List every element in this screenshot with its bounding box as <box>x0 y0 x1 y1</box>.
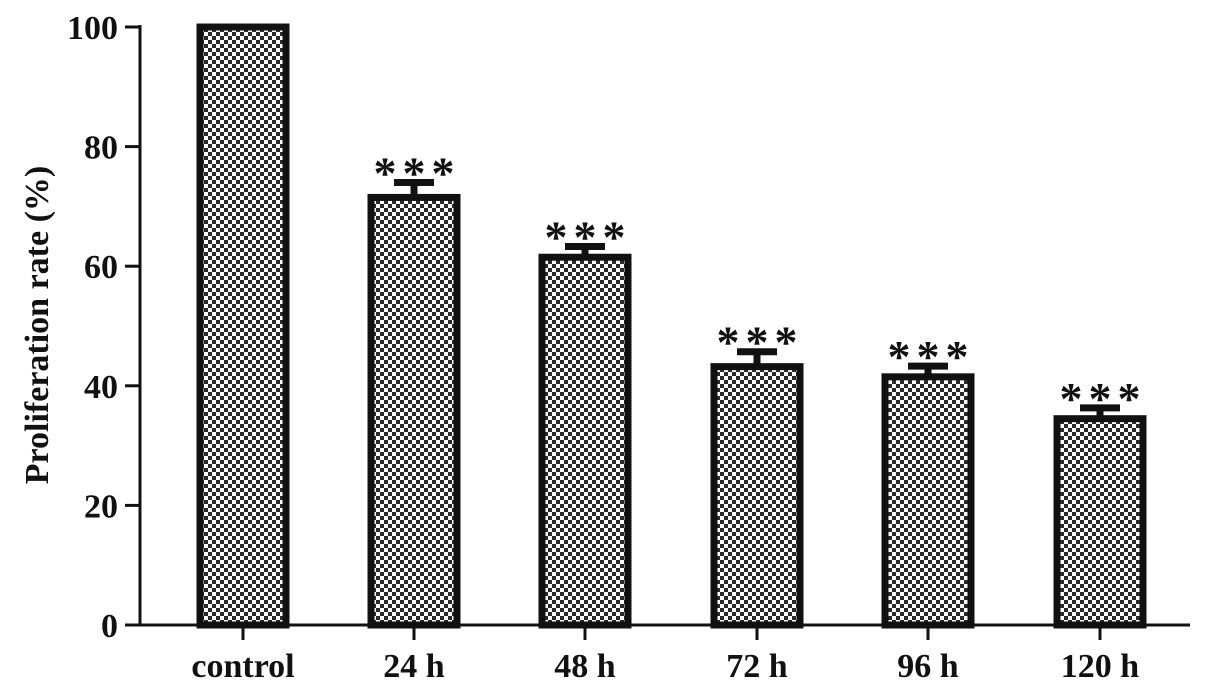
significance-label-48h: *** <box>545 211 632 262</box>
y-tick-label-100: 100 <box>67 10 118 47</box>
y-tick-label-60: 60 <box>84 249 118 286</box>
x-tick-label-72h: 72 h <box>726 648 788 685</box>
y-tick-label-20: 20 <box>84 488 118 525</box>
axes-layer <box>125 25 1190 640</box>
significance-label-72h: *** <box>717 317 804 368</box>
significance-label-96h: *** <box>888 331 975 382</box>
significance-label-120h: *** <box>1060 373 1147 424</box>
bar-96h <box>881 373 975 629</box>
significance-label-24h: *** <box>374 147 461 198</box>
bar-24h <box>367 193 461 629</box>
x-tick-label-24h: 24 h <box>383 648 445 685</box>
x-tick-label-96h: 96 h <box>897 648 959 685</box>
bar-48h <box>538 253 632 629</box>
bar-120h <box>1053 415 1147 629</box>
y-tick-label-80: 80 <box>84 130 118 167</box>
x-tick-label-120h: 120 h <box>1061 648 1140 685</box>
x-tick-label-control: control <box>191 648 294 685</box>
y-tick-label-0: 0 <box>101 608 118 645</box>
bars-layer <box>196 23 1147 629</box>
bar-72h <box>710 363 804 629</box>
y-axis-title: Proliferation rate (%) <box>19 166 56 484</box>
y-tick-label-40: 40 <box>84 369 118 406</box>
x-tick-label-48h: 48 h <box>554 648 616 685</box>
labels-layer: control *** 24 h *** 48 h *** 72 h *** 96 h *** 12… <box>67 10 1147 685</box>
bar-control <box>196 23 290 629</box>
